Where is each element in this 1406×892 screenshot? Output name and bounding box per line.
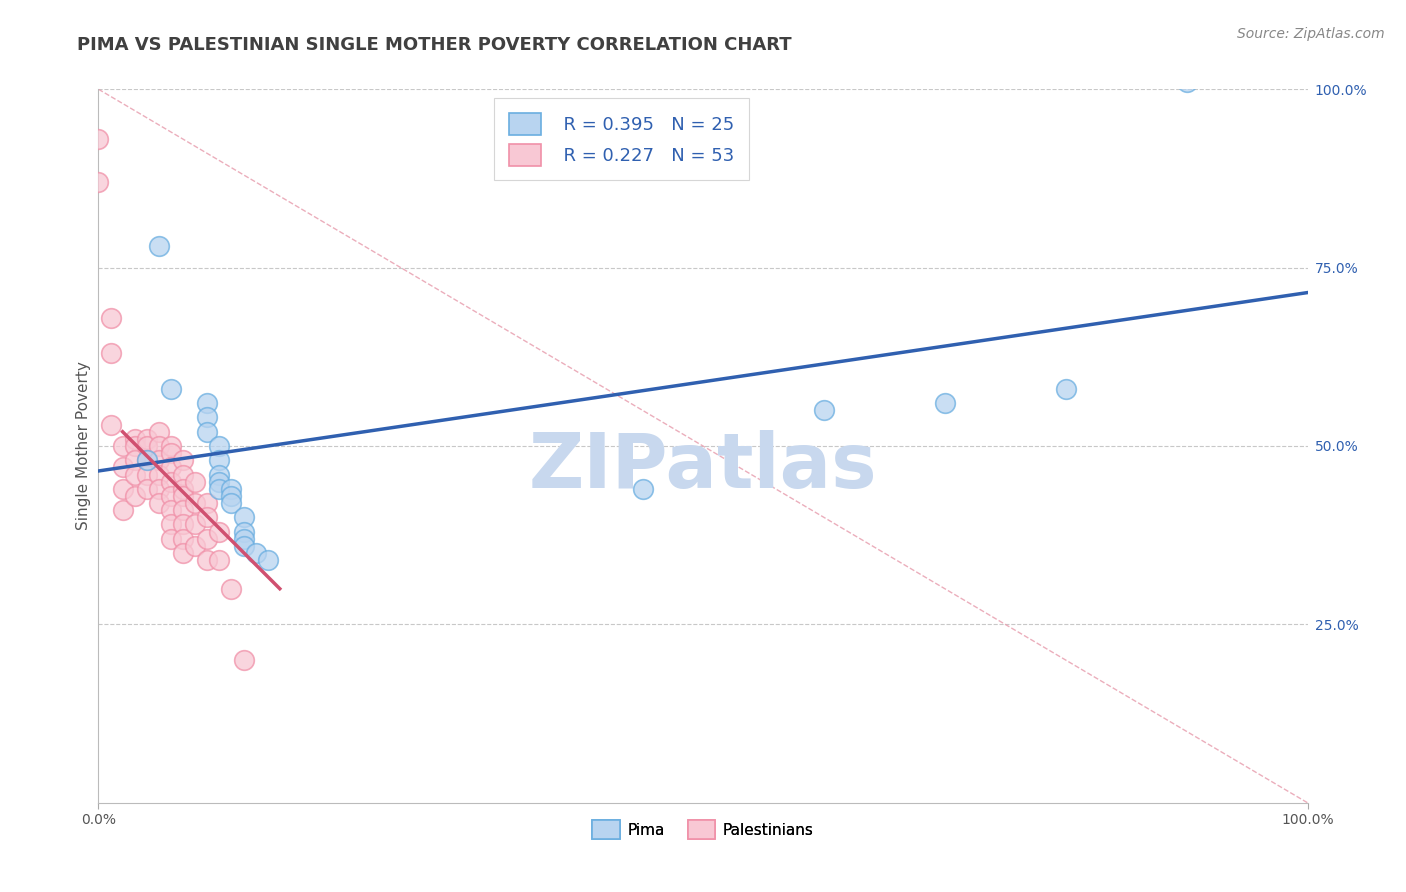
Point [124, 467, 146, 482]
Point [172, 489, 194, 503]
Point [172, 467, 194, 482]
Text: PIMA VS PALESTINIAN SINGLE MOTHER POVERTY CORRELATION CHART: PIMA VS PALESTINIAN SINGLE MOTHER POVERT… [77, 36, 792, 54]
Point [184, 475, 207, 489]
Point [172, 517, 194, 532]
Point [232, 539, 254, 553]
Point [172, 482, 194, 496]
Point [135, 439, 157, 453]
Point [135, 467, 157, 482]
Point [135, 482, 157, 496]
Point [172, 503, 194, 517]
Point [195, 553, 218, 567]
Point [208, 453, 231, 467]
Point [135, 432, 157, 446]
Point [160, 460, 183, 475]
Point [124, 432, 146, 446]
Point [208, 439, 231, 453]
Point [195, 425, 218, 439]
Point [124, 453, 146, 467]
Point [195, 532, 218, 546]
Point [160, 489, 183, 503]
Point [208, 482, 231, 496]
Point [124, 439, 146, 453]
Point [184, 496, 207, 510]
Point [172, 532, 194, 546]
Point [195, 410, 218, 425]
Point [232, 524, 254, 539]
Point [148, 467, 170, 482]
Text: Source: ZipAtlas.com: Source: ZipAtlas.com [1237, 27, 1385, 41]
Point [87, 175, 110, 189]
Point [148, 239, 170, 253]
Point [208, 467, 231, 482]
Point [195, 496, 218, 510]
Point [148, 439, 170, 453]
Point [172, 453, 194, 467]
Point [160, 517, 183, 532]
Point [111, 503, 134, 517]
Point [135, 453, 157, 467]
Point [184, 517, 207, 532]
Point [245, 546, 267, 560]
Point [87, 132, 110, 146]
Point [111, 460, 134, 475]
Legend: Pima, Palestinians: Pima, Palestinians [586, 814, 820, 845]
Point [221, 482, 243, 496]
Point [813, 403, 835, 417]
Point [100, 346, 122, 360]
Point [111, 439, 134, 453]
Point [148, 482, 170, 496]
Point [135, 453, 157, 467]
Point [195, 510, 218, 524]
Point [124, 489, 146, 503]
Point [160, 503, 183, 517]
Point [195, 396, 218, 410]
Point [256, 553, 278, 567]
Point [148, 425, 170, 439]
Point [232, 653, 254, 667]
Point [934, 396, 956, 410]
Point [160, 439, 183, 453]
Point [208, 524, 231, 539]
Point [160, 532, 183, 546]
Point [1175, 75, 1198, 89]
Point [1054, 382, 1077, 396]
Point [221, 489, 243, 503]
Point [232, 510, 254, 524]
Point [100, 310, 122, 325]
Point [221, 582, 243, 596]
Point [631, 482, 654, 496]
Point [100, 417, 122, 432]
Point [208, 475, 231, 489]
Point [160, 475, 183, 489]
Point [160, 382, 183, 396]
Point [232, 532, 254, 546]
Point [148, 496, 170, 510]
Text: ZIPatlas: ZIPatlas [529, 431, 877, 504]
Point [221, 496, 243, 510]
Point [111, 482, 134, 496]
Point [184, 539, 207, 553]
Point [148, 453, 170, 467]
Point [172, 546, 194, 560]
Point [160, 446, 183, 460]
Point [208, 553, 231, 567]
Y-axis label: Single Mother Poverty: Single Mother Poverty [76, 361, 91, 531]
